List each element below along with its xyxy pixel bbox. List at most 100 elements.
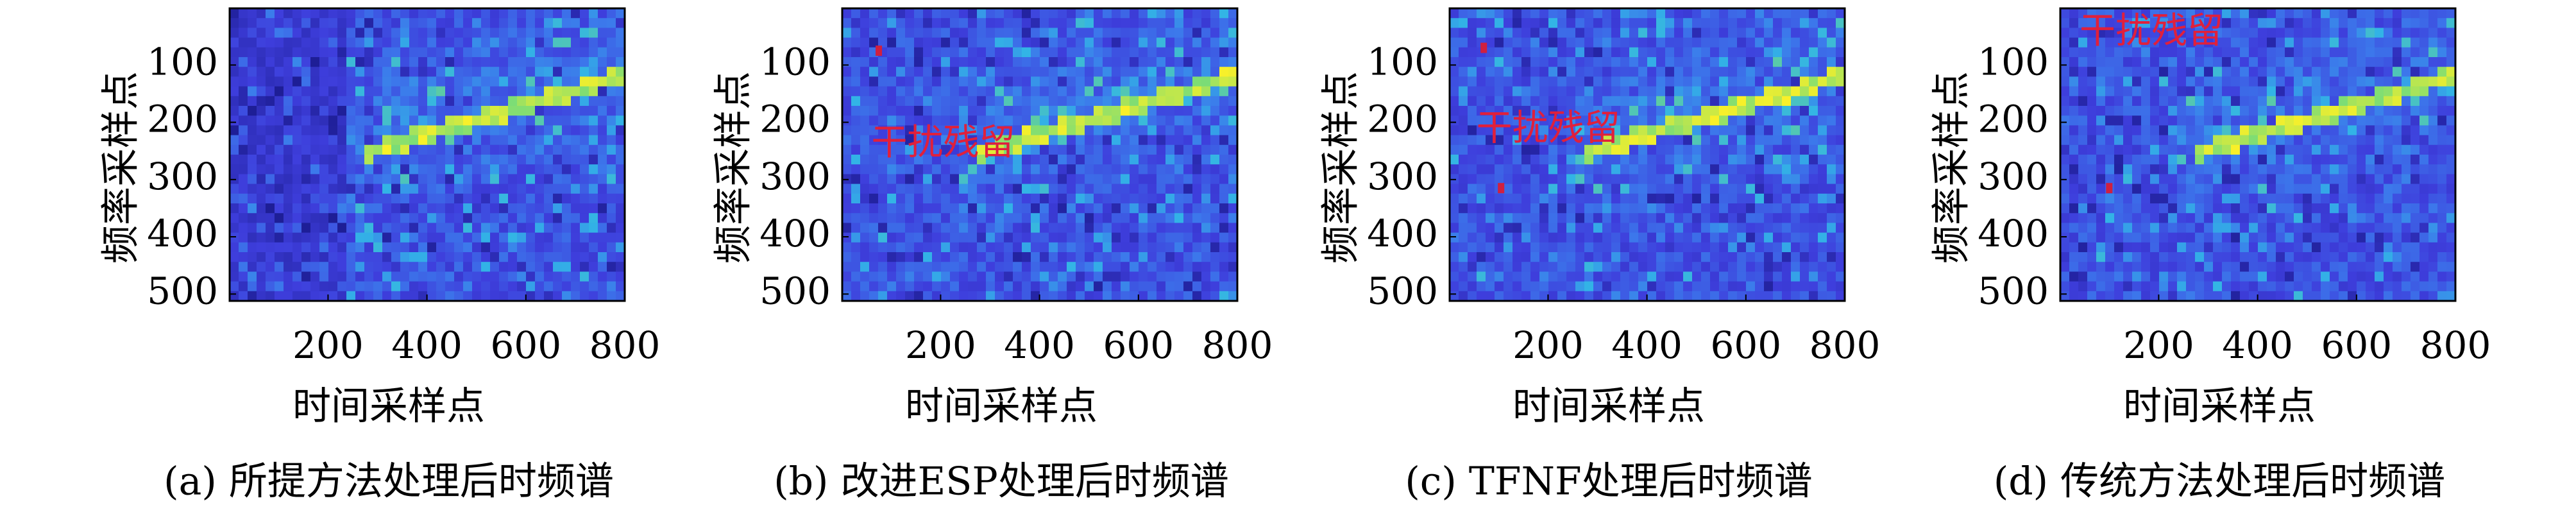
heatmap-cell xyxy=(968,18,978,28)
heatmap-cell xyxy=(328,144,338,155)
heatmap-cell xyxy=(2168,291,2178,302)
heatmap-cell xyxy=(230,242,239,253)
heatmap-cell xyxy=(1121,174,1130,185)
heatmap-cell xyxy=(1094,67,1103,77)
heatmap-cell xyxy=(364,174,374,185)
heatmap-cell xyxy=(1049,135,1058,146)
heatmap-cell xyxy=(1755,203,1765,214)
heatmap-cell xyxy=(2312,67,2321,77)
heatmap-cell xyxy=(1674,115,1684,126)
heatmap-cell xyxy=(1040,144,1049,155)
heatmap-cell xyxy=(1710,291,1720,302)
heatmap-cell xyxy=(1085,252,1094,262)
heatmap-cell xyxy=(409,96,419,107)
heatmap-cell xyxy=(1486,155,1495,165)
heatmap-cell xyxy=(463,183,473,194)
heatmap-cell xyxy=(526,232,536,243)
heatmap-cell xyxy=(932,252,942,262)
heatmap-cell xyxy=(1719,115,1729,126)
heatmap-cell xyxy=(257,281,266,292)
heatmap-cell xyxy=(1201,213,1211,223)
heatmap-cell xyxy=(355,242,365,253)
heatmap-cell xyxy=(1148,164,1157,175)
heatmap-cell xyxy=(230,106,239,116)
x-tick-label: 800 xyxy=(1202,323,1273,367)
heatmap-cell xyxy=(571,271,580,282)
heatmap-cell xyxy=(968,193,978,204)
heatmap-cell xyxy=(1611,242,1621,253)
heatmap-cell xyxy=(1130,125,1139,136)
heatmap-cell xyxy=(275,223,284,234)
heatmap-cell xyxy=(914,155,924,165)
heatmap-cell xyxy=(1058,86,1067,97)
heatmap-cell xyxy=(2312,8,2321,19)
heatmap-cell xyxy=(1773,37,1783,48)
heatmap-cell xyxy=(490,232,500,243)
heatmap-cell xyxy=(1656,252,1666,262)
heatmap-cell xyxy=(2330,76,2339,87)
heatmap-cell xyxy=(275,232,284,243)
heatmap-cell xyxy=(1174,203,1184,214)
heatmap-cell xyxy=(2087,115,2097,126)
heatmap-cell xyxy=(923,193,933,204)
heatmap-cell xyxy=(1459,203,1468,214)
heatmap-cell xyxy=(544,106,554,116)
heatmap-cell xyxy=(995,174,1004,185)
heatmap-cell xyxy=(1210,242,1220,253)
heatmap-cell xyxy=(1004,86,1013,97)
heatmap-cell xyxy=(1701,223,1711,234)
heatmap-cell xyxy=(1495,174,1504,185)
heatmap-cell xyxy=(1764,242,1774,253)
heatmap-cell xyxy=(914,125,924,136)
heatmap-cell xyxy=(986,135,996,146)
heatmap-cell xyxy=(310,213,320,223)
heatmap-cell xyxy=(1539,242,1549,253)
heatmap-cell xyxy=(1620,291,1630,302)
heatmap-cell xyxy=(1148,242,1157,253)
heatmap-cell xyxy=(1566,155,1576,165)
heatmap-cell xyxy=(887,262,897,272)
heatmap-cell xyxy=(878,18,888,28)
heatmap-cell xyxy=(1611,37,1621,48)
heatmap-cell xyxy=(382,28,392,38)
heatmap-cell xyxy=(2330,193,2339,204)
heatmap-cell xyxy=(995,86,1004,97)
heatmap-cell xyxy=(571,144,580,155)
heatmap-cell xyxy=(346,37,356,48)
heatmap-cell xyxy=(454,271,464,282)
heatmap-cell xyxy=(2249,47,2258,58)
heatmap-cell xyxy=(1085,125,1094,136)
heatmap-cell xyxy=(328,164,338,175)
heatmap-cell xyxy=(1566,86,1576,97)
heatmap-cell xyxy=(1692,281,1702,292)
heatmap-cell xyxy=(1719,213,1729,223)
heatmap-cell xyxy=(1602,174,1612,185)
heatmap-cell xyxy=(1521,76,1531,87)
heatmap-cell xyxy=(1548,106,1558,116)
heatmap-cell xyxy=(986,262,996,272)
heatmap-cell xyxy=(598,213,607,223)
heatmap-cell xyxy=(418,57,428,67)
heatmap-cell xyxy=(1513,203,1522,214)
heatmap-cell xyxy=(2321,28,2330,38)
heatmap-cell xyxy=(373,135,383,146)
heatmap-cell xyxy=(1040,291,1049,302)
heatmap-cell xyxy=(2105,232,2115,243)
heatmap-cell xyxy=(1629,86,1639,97)
heatmap-cell xyxy=(409,252,419,262)
heatmap-cell xyxy=(860,291,870,302)
heatmap-cell xyxy=(508,86,518,97)
heatmap-cell xyxy=(1067,183,1076,194)
heatmap-cell xyxy=(1773,174,1783,185)
heatmap-cell xyxy=(1566,223,1576,234)
heatmap-cell xyxy=(490,135,500,146)
heatmap-cell xyxy=(544,57,554,67)
heatmap-cell xyxy=(427,155,437,165)
heatmap-cell xyxy=(1629,115,1639,126)
heatmap-cell xyxy=(1157,164,1166,175)
heatmap-cell xyxy=(1566,262,1576,272)
heatmap-cell xyxy=(2285,223,2294,234)
heatmap-cell xyxy=(914,18,924,28)
heatmap-cell xyxy=(2213,8,2223,19)
heatmap-cell xyxy=(869,155,879,165)
